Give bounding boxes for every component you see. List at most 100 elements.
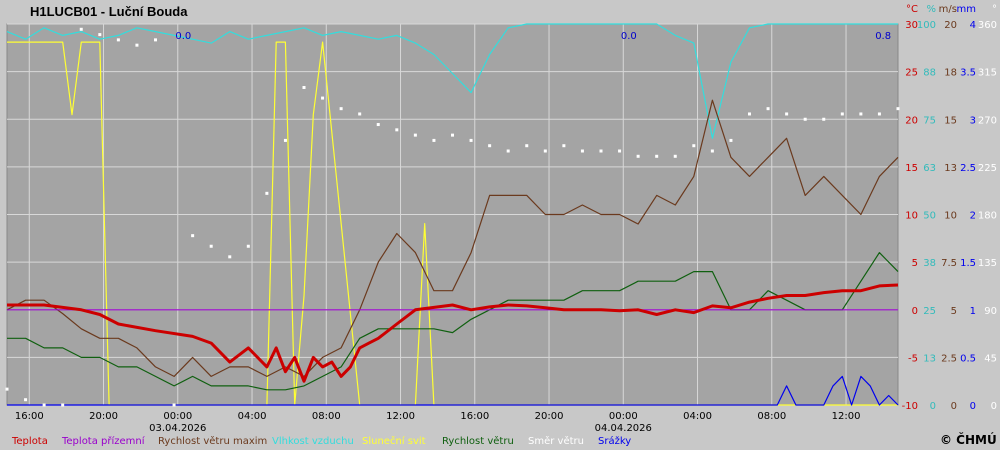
y-tick-rychlost_ms: 2.5: [941, 353, 957, 364]
y-tick-teplota_c: -10: [902, 401, 918, 412]
y-tick-teplota_c: 15: [905, 163, 918, 174]
point-směr-větru: [172, 403, 176, 407]
point-směr-větru: [358, 112, 362, 116]
point-směr-větru: [877, 112, 881, 116]
y-tick-teplota_c: 0: [912, 306, 918, 317]
point-směr-větru: [562, 144, 566, 148]
y-tick-rychlost_ms: 13: [944, 163, 957, 174]
point-směr-větru: [506, 149, 510, 153]
y-tick-srazky_mm: 3.5: [960, 68, 976, 79]
point-směr-větru: [803, 117, 807, 121]
y-tick-smer_deg: 270: [978, 115, 997, 126]
legend-item: Srážky: [598, 435, 631, 447]
y-tick-rychlost_ms: 7.5: [941, 258, 957, 269]
point-směr-větru: [5, 387, 9, 391]
point-směr-větru: [766, 107, 770, 111]
y-tick-vlhkost_pct: 25: [923, 306, 936, 317]
series-vlhkost-vzduchu: [6, 23, 898, 139]
point-směr-větru: [599, 149, 603, 153]
point-směr-větru: [729, 138, 733, 142]
point-směr-větru: [488, 144, 492, 148]
y-tick-rychlost_ms: 20: [944, 20, 957, 31]
point-směr-větru: [840, 112, 844, 116]
x-tick-label: 20:00: [535, 411, 564, 422]
x-date-label: 03.04.2026: [149, 423, 206, 434]
point-směr-větru: [339, 107, 343, 111]
point-směr-větru: [79, 27, 83, 31]
point-směr-větru: [413, 133, 417, 137]
y-tick-rychlost_ms: 15: [944, 115, 957, 126]
x-tick-label: 16:00: [15, 411, 44, 422]
legend-item: Směr větru: [528, 435, 584, 447]
point-směr-větru: [265, 191, 269, 195]
legend-item: Vlhkost vzduchu: [272, 436, 354, 447]
point-směr-větru: [191, 234, 195, 238]
legend: Teplota Teplota přízemní Rychlost větru ma…: [11, 435, 631, 447]
y-tick-vlhkost_pct: 63: [923, 163, 936, 174]
series-teplota: [7, 283, 899, 383]
point-směr-větru: [395, 128, 399, 132]
chart-title: H1LUCB01 - Luční Bouda: [30, 4, 188, 19]
point-směr-větru: [655, 154, 659, 158]
y-tick-teplota_c: 25: [905, 68, 918, 79]
y-tick-smer_deg: 0: [991, 401, 997, 412]
x-tick-label: 12:00: [832, 411, 861, 422]
y-axis-header: °: [992, 4, 997, 15]
point-směr-větru: [246, 244, 250, 248]
y-axis-header: m/s: [939, 4, 957, 15]
point-směr-větru: [209, 244, 213, 248]
point-směr-větru: [451, 133, 454, 137]
y-tick-vlhkost_pct: 50: [923, 211, 936, 222]
point-směr-větru: [748, 112, 751, 116]
point-směr-větru: [469, 138, 473, 142]
point-směr-větru: [321, 96, 325, 100]
point-směr-větru: [859, 112, 863, 116]
y-axis-header: %: [926, 4, 936, 15]
point-směr-větru: [376, 123, 380, 127]
x-tick-label: 08:00: [757, 411, 786, 422]
point-směr-větru: [636, 154, 640, 158]
point-směr-větru: [61, 403, 65, 407]
x-date-label: 04.04.2026: [595, 423, 652, 434]
y-tick-vlhkost_pct: 100: [917, 20, 936, 31]
y-tick-vlhkost_pct: 75: [923, 115, 936, 126]
y-tick-smer_deg: 360: [978, 20, 997, 31]
y-tick-vlhkost_pct: 0: [930, 401, 936, 412]
x-tick-label: 20:00: [89, 411, 118, 422]
series-srážky: [7, 375, 899, 406]
x-axis-ticks: 16:00 20:00 00:00 04:00 08:00 12:00 16:00 20:00…: [15, 411, 861, 434]
y-tick-srazky_mm: 1.5: [960, 258, 976, 269]
point-směr-větru: [98, 33, 102, 37]
point-směr-větru: [673, 154, 677, 158]
legend-item: Rychlost větru: [442, 435, 514, 447]
y-tick-rychlost_ms: 10: [944, 211, 957, 222]
point-směr-větru: [154, 38, 157, 42]
point-směr-větru: [543, 149, 547, 153]
series-rychlost-větru-maxim: [6, 99, 899, 377]
y-tick-teplota_c: -5: [908, 353, 918, 364]
point-směr-větru: [692, 144, 696, 148]
y-tick-rychlost_ms: 18: [944, 68, 957, 79]
series-layer: [5, 23, 900, 407]
point-směr-větru: [116, 38, 120, 42]
x-tick-label: 04:00: [238, 411, 267, 422]
legend-item: Teplota: [11, 436, 48, 447]
insolation-label: 0.8: [875, 31, 891, 42]
point-směr-větru: [525, 144, 529, 148]
y-tick-vlhkost_pct: 88: [923, 68, 936, 79]
y-tick-rychlost_ms: 5: [951, 306, 957, 317]
point-směr-větru: [283, 138, 287, 142]
y-tick-srazky_mm: 3: [970, 115, 976, 126]
point-směr-větru: [710, 149, 714, 153]
y-tick-teplota_c: 30: [905, 20, 918, 31]
point-směr-větru: [580, 149, 584, 153]
y-tick-vlhkost_pct: 13: [923, 353, 936, 364]
point-směr-větru: [785, 112, 789, 116]
y-tick-smer_deg: 180: [978, 211, 997, 222]
x-tick-label: 12:00: [386, 411, 415, 422]
point-směr-větru: [822, 117, 826, 121]
y-tick-srazky_mm: 0: [970, 401, 976, 412]
point-směr-větru: [228, 255, 232, 259]
y-tick-srazky_mm: 2: [970, 211, 976, 222]
